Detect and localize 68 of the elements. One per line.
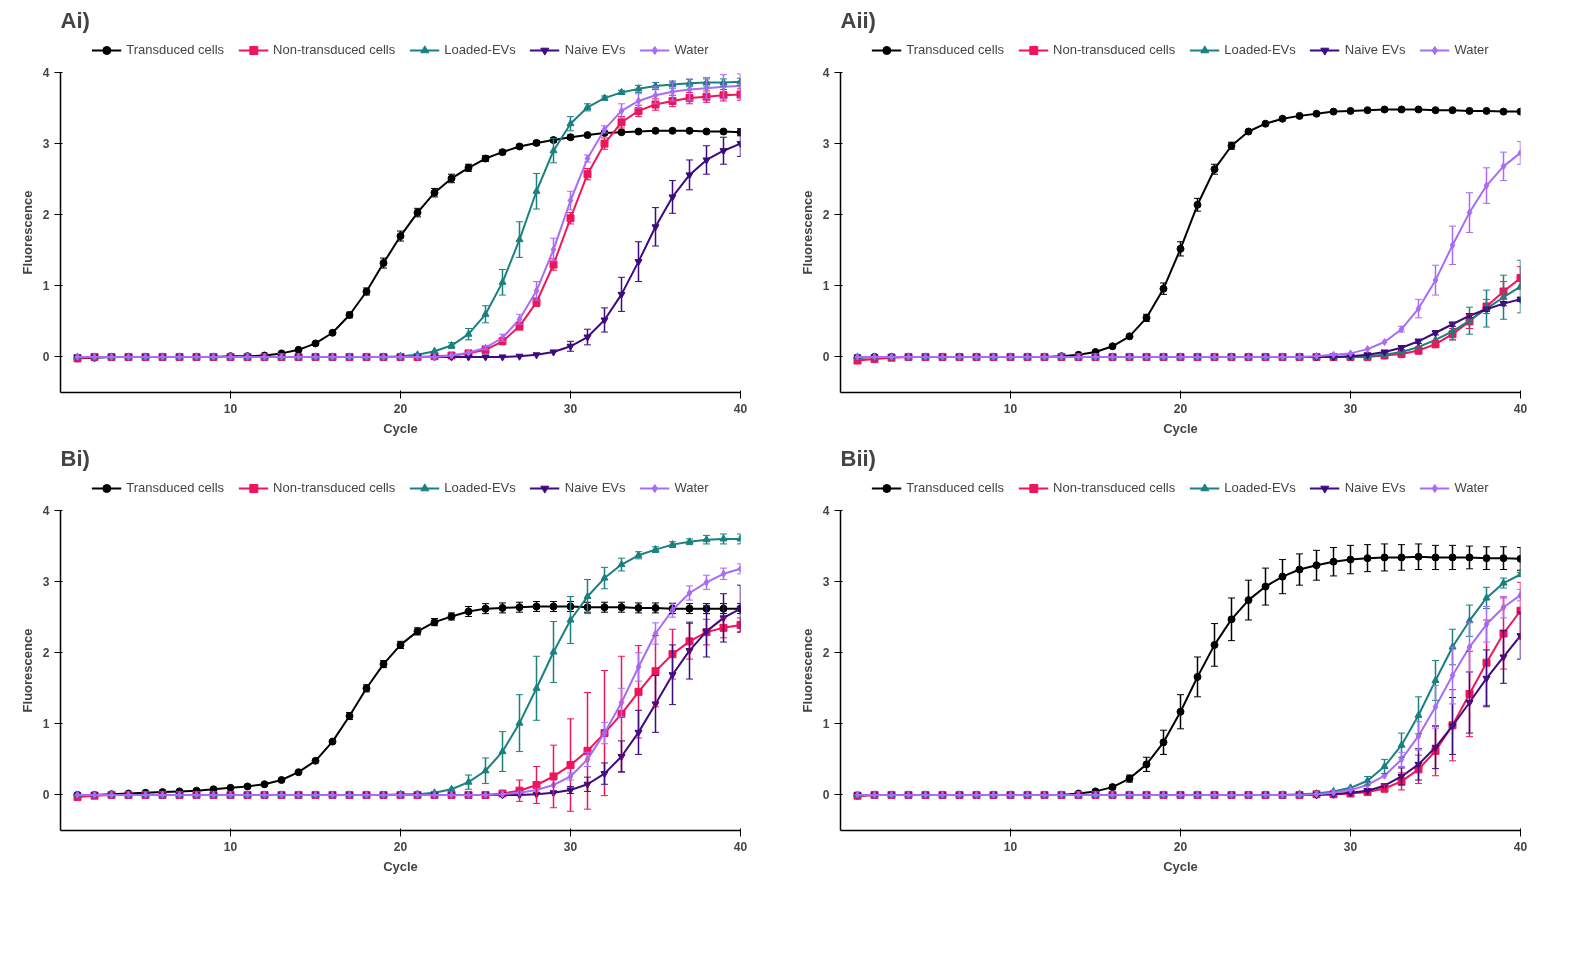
y-tick-label: 3 [42,137,50,152]
x-tick-label: 40 [733,839,748,854]
y-tick-label: 1 [42,279,50,294]
legend-label: Naive EVs [564,42,626,57]
y-tick-label: 1 [822,717,830,732]
legend-label: Loaded-EVs [1224,42,1296,57]
chart-title: Bi) [60,445,90,471]
legend-label: Transduced cells [906,480,1005,495]
y-tick-label: 2 [822,208,830,223]
chart-title: Aii) [840,7,876,33]
x-tick-label: 30 [1343,839,1358,854]
y-tick-label: 0 [822,788,830,803]
y-tick-label: 4 [42,66,50,80]
y-tick-label: 3 [42,575,50,590]
chart-title: Bii) [840,445,876,471]
y-tick-label: 3 [822,137,830,152]
x-axis-title: Cycle [383,858,418,874]
y-tick-label: 2 [42,646,50,661]
y-tick-label: 1 [822,279,830,294]
legend-label: Non-transduced cells [1053,42,1176,57]
x-tick-label: 40 [1513,401,1528,416]
x-tick-label: 20 [1173,401,1188,416]
x-axis-title: Cycle [1163,420,1198,436]
x-tick-label: 30 [563,401,578,416]
x-tick-label: 30 [563,839,578,854]
chart-title: Ai) [60,7,90,33]
y-tick-label: 2 [42,208,50,223]
legend-label: Non-transduced cells [273,480,396,495]
x-tick-label: 10 [223,401,238,416]
legend-label: Water [1454,480,1489,495]
x-tick-label: 20 [1173,839,1188,854]
legend-label: Transduced cells [126,480,225,495]
y-tick-label: 4 [822,504,830,518]
y-tick-label: 1 [42,717,50,732]
x-tick-label: 10 [1003,839,1018,854]
legend-label: Water [674,42,709,57]
y-axis-title: Fluorescence [799,628,815,713]
legend-label: Loaded-EVs [444,480,516,495]
legend-label: Non-transduced cells [273,42,396,57]
x-tick-label: 10 [1003,401,1018,416]
x-tick-label: 40 [1513,839,1528,854]
y-tick-label: 4 [822,66,830,80]
x-axis-title: Cycle [1163,858,1198,874]
legend-label: Water [1454,42,1489,57]
y-axis-title: Fluorescence [799,190,815,275]
y-tick-label: 0 [42,788,50,803]
x-tick-label: 20 [393,839,408,854]
y-tick-label: 0 [42,350,50,365]
y-tick-label: 3 [822,575,830,590]
x-tick-label: 20 [393,401,408,416]
legend-label: Water [674,480,709,495]
legend-label: Non-transduced cells [1053,480,1176,495]
x-tick-label: 40 [733,401,748,416]
x-tick-label: 10 [223,839,238,854]
legend-label: Naive EVs [1344,480,1406,495]
y-axis-title: Fluorescence [19,190,35,275]
legend-label: Transduced cells [126,42,225,57]
legend-label: Loaded-EVs [1224,480,1296,495]
y-axis-title: Fluorescence [19,628,35,713]
legend-label: Transduced cells [906,42,1005,57]
legend-label: Naive EVs [1344,42,1406,57]
legend-label: Loaded-EVs [444,42,516,57]
y-tick-label: 4 [42,504,50,518]
y-tick-label: 0 [822,350,830,365]
y-tick-label: 2 [822,646,830,661]
x-tick-label: 30 [1343,401,1358,416]
legend-label: Naive EVs [564,480,626,495]
x-axis-title: Cycle [383,420,418,436]
